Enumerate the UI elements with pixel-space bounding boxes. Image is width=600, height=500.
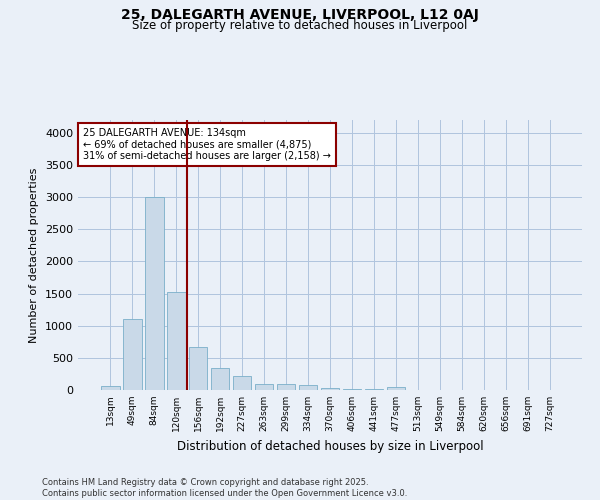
Bar (299, 385, 317, 390)
Bar (255, 384, 274, 390)
Bar (211, 368, 229, 390)
X-axis label: Distribution of detached houses by size in Liverpool: Distribution of detached houses by size … (176, 440, 484, 452)
Bar (123, 320, 142, 390)
Bar (386, 388, 405, 390)
Text: 25, DALEGARTH AVENUE, LIVERPOOL, L12 0AJ: 25, DALEGARTH AVENUE, LIVERPOOL, L12 0AJ (121, 8, 479, 22)
Bar (233, 376, 251, 390)
Y-axis label: Number of detached properties: Number of detached properties (29, 168, 40, 342)
Bar (189, 347, 208, 390)
Text: Size of property relative to detached houses in Liverpool: Size of property relative to detached ho… (133, 19, 467, 32)
Bar (101, 386, 119, 390)
Bar (145, 197, 164, 390)
Bar (167, 292, 185, 390)
Text: Contains HM Land Registry data © Crown copyright and database right 2025.
Contai: Contains HM Land Registry data © Crown c… (42, 478, 407, 498)
Text: 25 DALEGARTH AVENUE: 134sqm
← 69% of detached houses are smaller (4,875)
31% of : 25 DALEGARTH AVENUE: 134sqm ← 69% of det… (83, 128, 331, 162)
Bar (277, 384, 295, 390)
Bar (320, 388, 340, 390)
